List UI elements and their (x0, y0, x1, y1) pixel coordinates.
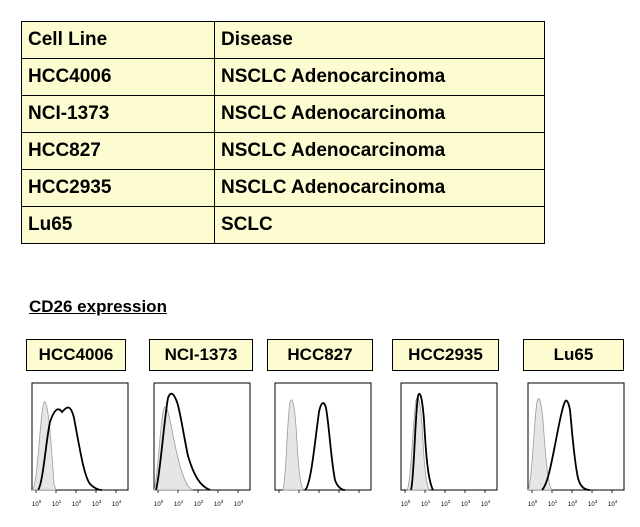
x-tick-label: 10 (154, 502, 161, 508)
control-histogram (282, 399, 304, 491)
x-tick-label: 10 (214, 502, 221, 508)
disease-name: NSCLC Adenocarcinoma (214, 169, 545, 207)
x-tick-exponent: 2 (575, 499, 578, 504)
x-tick-label: 10 (234, 502, 241, 508)
table-row: HCC4006 NSCLC Adenocarcinoma (21, 58, 545, 96)
plot-frame (153, 382, 251, 491)
x-tick-exponent: 3 (468, 499, 471, 504)
svg-text:100 101 102 103: 100 101 102 103 104 (401, 499, 491, 508)
stained-histogram (410, 392, 434, 491)
header-disease: Disease (214, 21, 545, 59)
x-tick-exponent: 3 (221, 499, 224, 504)
histogram-hcc827 (274, 382, 372, 493)
x-tick-label: 10 (461, 502, 468, 508)
stained-histogram (304, 402, 346, 491)
histogram-lu65: 100 101 102 103 104 (527, 382, 625, 508)
x-tick-exponent: 1 (555, 499, 558, 504)
x-tick-label: 10 (608, 502, 615, 508)
section-title: CD26 expression (29, 297, 167, 316)
x-tick-label: 10 (421, 502, 428, 508)
x-tick-exponent: 1 (428, 499, 431, 504)
disease-name: NSCLC Adenocarcinoma (214, 95, 545, 133)
x-tick-exponent: 2 (448, 499, 451, 504)
x-tick-exponent: 1 (59, 499, 62, 504)
table-header-row: Cell Line Disease (21, 21, 545, 59)
stained-histogram (541, 399, 591, 491)
panel-label-lu65: Lu65 (523, 339, 624, 371)
table-row: HCC827 NSCLC Adenocarcinoma (21, 132, 545, 170)
panel-label-hcc827: HCC827 (267, 339, 373, 371)
x-tick-exponent: 0 (408, 499, 411, 504)
x-tick-exponent: 4 (615, 499, 618, 504)
x-tick-label: 10 (401, 502, 408, 508)
x-tick-exponent: 0 (161, 499, 164, 504)
x-tick-label: 10 (72, 502, 79, 508)
plot-frame (274, 382, 372, 491)
svg-text:100 101 102 103: 100 101 102 103 104 (32, 499, 122, 508)
cell-line-name: HCC2935 (21, 169, 215, 207)
stained-histogram (37, 406, 103, 491)
x-tick-exponent: 4 (119, 499, 122, 504)
x-tick-label: 10 (52, 502, 59, 508)
disease-name: SCLC (214, 206, 545, 244)
x-tick-exponent: 2 (79, 499, 82, 504)
panel-label-hcc4006: HCC4006 (26, 339, 126, 371)
x-tick-exponent: 3 (595, 499, 598, 504)
svg-text:100 101 102 103: 100 101 102 103 104 (528, 499, 618, 508)
x-tick-label: 10 (548, 502, 555, 508)
x-tick-label: 10 (112, 502, 119, 508)
histogram-hcc2935: 100 101 102 103 104 (400, 382, 498, 508)
x-tick-label: 10 (32, 502, 39, 508)
x-tick-label: 10 (528, 502, 535, 508)
x-tick-label: 10 (481, 502, 488, 508)
histogram-nci-1373: 100 101 102 103 104 (153, 382, 251, 508)
disease-name: NSCLC Adenocarcinoma (214, 132, 545, 170)
table-row: NCI-1373 NSCLC Adenocarcinoma (21, 95, 545, 133)
plot-frame (527, 382, 625, 491)
plot-frame (400, 382, 498, 491)
cell-line-name: NCI-1373 (21, 95, 215, 133)
disease-name: NSCLC Adenocarcinoma (214, 58, 545, 96)
header-cell-line: Cell Line (21, 21, 215, 59)
cell-line-name: HCC4006 (21, 58, 215, 96)
control-histogram (31, 401, 57, 491)
cell-line-table: Cell Line Disease HCC4006 NSCLC Adenocar… (21, 21, 545, 244)
x-tick-exponent: 1 (181, 499, 184, 504)
cell-line-name: HCC827 (21, 132, 215, 170)
table-row: Lu65 SCLC (21, 206, 545, 244)
x-tick-label: 10 (92, 502, 99, 508)
x-tick-label: 10 (588, 502, 595, 508)
x-tick-label: 10 (174, 502, 181, 508)
cell-line-name: Lu65 (21, 206, 215, 244)
panel-label-hcc2935: HCC2935 (392, 339, 499, 371)
x-tick-exponent: 0 (39, 499, 42, 504)
x-tick-exponent: 4 (241, 499, 244, 504)
table-row: HCC2935 NSCLC Adenocarcinoma (21, 169, 545, 207)
x-tick-label: 10 (194, 502, 201, 508)
plot-frame (31, 382, 129, 491)
x-tick-label: 10 (441, 502, 448, 508)
panel-label-nci-1373: NCI-1373 (149, 339, 253, 371)
control-histogram (527, 398, 553, 491)
histogram-hcc4006: 100 101 102 103 104 (31, 382, 129, 508)
x-tick-label: 10 (568, 502, 575, 508)
stained-histogram (155, 392, 211, 491)
x-tick-exponent: 4 (488, 499, 491, 504)
x-tick-exponent: 0 (535, 499, 538, 504)
svg-text:100 101 102 103: 100 101 102 103 104 (154, 499, 244, 508)
x-tick-exponent: 2 (201, 499, 204, 504)
x-tick-exponent: 3 (99, 499, 102, 504)
